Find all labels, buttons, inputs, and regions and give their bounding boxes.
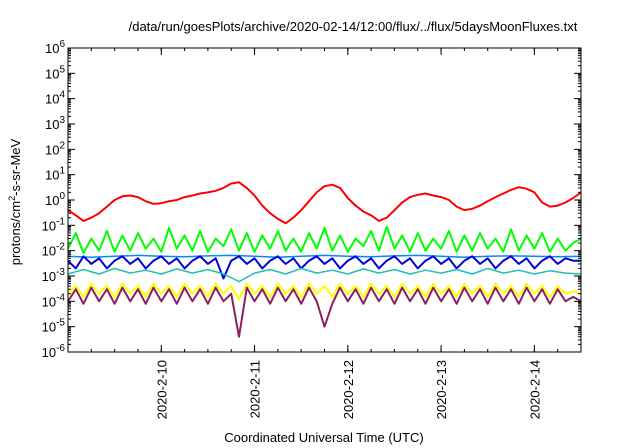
y-tick-exponent: -6 bbox=[56, 343, 65, 354]
y-tick-base: 10 bbox=[45, 92, 59, 107]
y-tick-exponent: -2 bbox=[56, 242, 65, 253]
y-tick-base: 10 bbox=[45, 193, 59, 208]
y-tick-label: 104 bbox=[45, 90, 65, 107]
y-tick-label: 10-5 bbox=[42, 318, 66, 335]
y-tick-label: 10-3 bbox=[42, 267, 66, 284]
x-axis-label: Coordinated Universal Time (UTC) bbox=[224, 430, 423, 445]
series-line-2 bbox=[67, 225, 582, 255]
y-tick-base: 10 bbox=[42, 269, 56, 284]
y-tick-exponent: 6 bbox=[59, 39, 65, 50]
plot-area bbox=[67, 181, 582, 338]
y-tick-label: 10-1 bbox=[42, 216, 66, 233]
y-tick-base: 10 bbox=[42, 244, 56, 259]
x-tick-label: 2020-2-10 bbox=[154, 360, 169, 419]
y-tick-base: 10 bbox=[42, 320, 56, 335]
y-label-sup: 2 bbox=[7, 196, 17, 201]
series-line-6 bbox=[67, 282, 582, 301]
x-tick-label: 2020-2-13 bbox=[434, 360, 449, 419]
svg-text:protons/cm2-s-sr-MeV: protons/cm2-s-sr-MeV bbox=[7, 138, 23, 265]
y-tick-label: 101 bbox=[45, 166, 65, 183]
y-tick-exponent: 5 bbox=[59, 64, 65, 75]
y-tick-label: 10-2 bbox=[42, 242, 66, 259]
x-tick-label: 2020-2-14 bbox=[527, 360, 542, 419]
y-tick-exponent: 1 bbox=[59, 166, 65, 177]
y-tick-exponent: 3 bbox=[59, 115, 65, 126]
y-tick-label: 10-6 bbox=[42, 343, 66, 360]
y-tick-base: 10 bbox=[45, 142, 59, 157]
y-tick-base: 10 bbox=[45, 168, 59, 183]
y-tick-exponent: 0 bbox=[59, 191, 65, 202]
y-tick-exponent: -4 bbox=[56, 292, 65, 303]
series-line-1 bbox=[67, 181, 582, 225]
y-tick-base: 10 bbox=[42, 345, 56, 360]
y-tick-label: 105 bbox=[45, 64, 65, 81]
series-line-7 bbox=[67, 286, 582, 338]
y-tick-base: 10 bbox=[45, 117, 59, 132]
y-label-post: -s-sr-MeV bbox=[8, 138, 23, 195]
plot-frame bbox=[67, 47, 582, 353]
y-tick-base: 10 bbox=[42, 218, 56, 233]
y-tick-exponent: 2 bbox=[59, 140, 65, 151]
x-tick-label: 2020-2-11 bbox=[248, 360, 263, 418]
y-tick-base: 10 bbox=[45, 66, 59, 81]
series-line-3 bbox=[67, 254, 582, 258]
y-tick-base: 10 bbox=[42, 294, 56, 309]
y-tick-exponent: -1 bbox=[56, 216, 65, 227]
y-tick-label: 103 bbox=[45, 115, 65, 132]
series-line-5 bbox=[67, 267, 582, 283]
series-line-4 bbox=[67, 255, 581, 280]
y-tick-base: 10 bbox=[45, 41, 59, 56]
axes: 10-610-510-410-310-210-11001011021031041… bbox=[42, 39, 582, 419]
y-tick-exponent: -3 bbox=[56, 267, 65, 278]
y-axis-label: protons/cm2-s-sr-MeV bbox=[7, 138, 23, 265]
y-tick-label: 10-4 bbox=[42, 292, 66, 309]
y-tick-label: 106 bbox=[45, 39, 65, 56]
y-tick-exponent: -5 bbox=[56, 318, 65, 329]
y-tick-exponent: 4 bbox=[59, 90, 65, 101]
x-tick-label: 2020-2-12 bbox=[341, 360, 356, 419]
y-tick-label: 102 bbox=[45, 140, 65, 157]
chart-title: /data/run/goesPlots/archive/2020-02-14/1… bbox=[129, 19, 578, 34]
y-label-pre: protons/cm bbox=[8, 201, 23, 265]
y-tick-label: 100 bbox=[45, 191, 65, 208]
